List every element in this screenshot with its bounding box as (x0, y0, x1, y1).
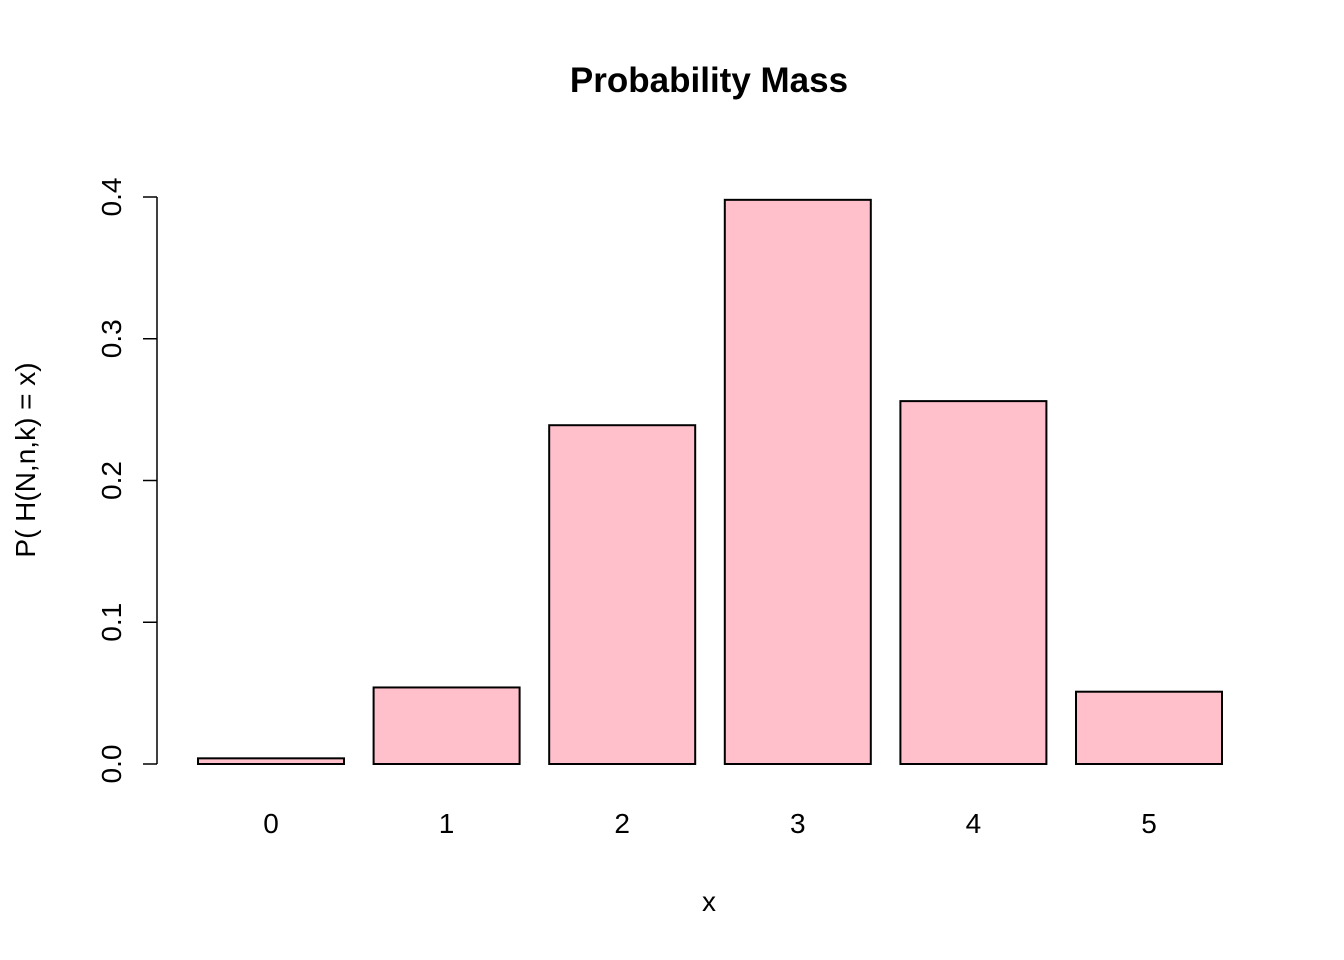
x-tick-label: 0 (263, 808, 279, 839)
chart-title: Probability Mass (570, 61, 848, 100)
bar-5 (1075, 690, 1223, 766)
bar-2 (548, 424, 697, 765)
y-tick-label: 0.2 (96, 461, 127, 500)
y-axis-label: P( H(N,n,k) = x) (10, 362, 41, 557)
x-tick-label: 4 (966, 808, 982, 839)
y-tick-label: 0.0 (96, 745, 127, 784)
bar-0 (197, 757, 345, 766)
y-axis: 0.0 0.1 0.2 0.3 0.4 (96, 178, 158, 784)
bars (197, 198, 1223, 766)
bar-3 (723, 198, 872, 765)
y-tick-label: 0.4 (96, 178, 127, 217)
x-tick-label: 3 (790, 808, 806, 839)
bar-4 (899, 400, 1048, 765)
x-tick-label: 2 (614, 808, 630, 839)
x-tick-labels: 0 1 2 3 4 5 (263, 808, 1157, 839)
bar-1 (372, 686, 521, 766)
x-tick-label: 1 (439, 808, 455, 839)
y-tick-label: 0.3 (96, 319, 127, 358)
y-tick-label: 0.1 (96, 603, 127, 642)
x-tick-label: 5 (1141, 808, 1157, 839)
x-axis-label: x (702, 886, 716, 917)
